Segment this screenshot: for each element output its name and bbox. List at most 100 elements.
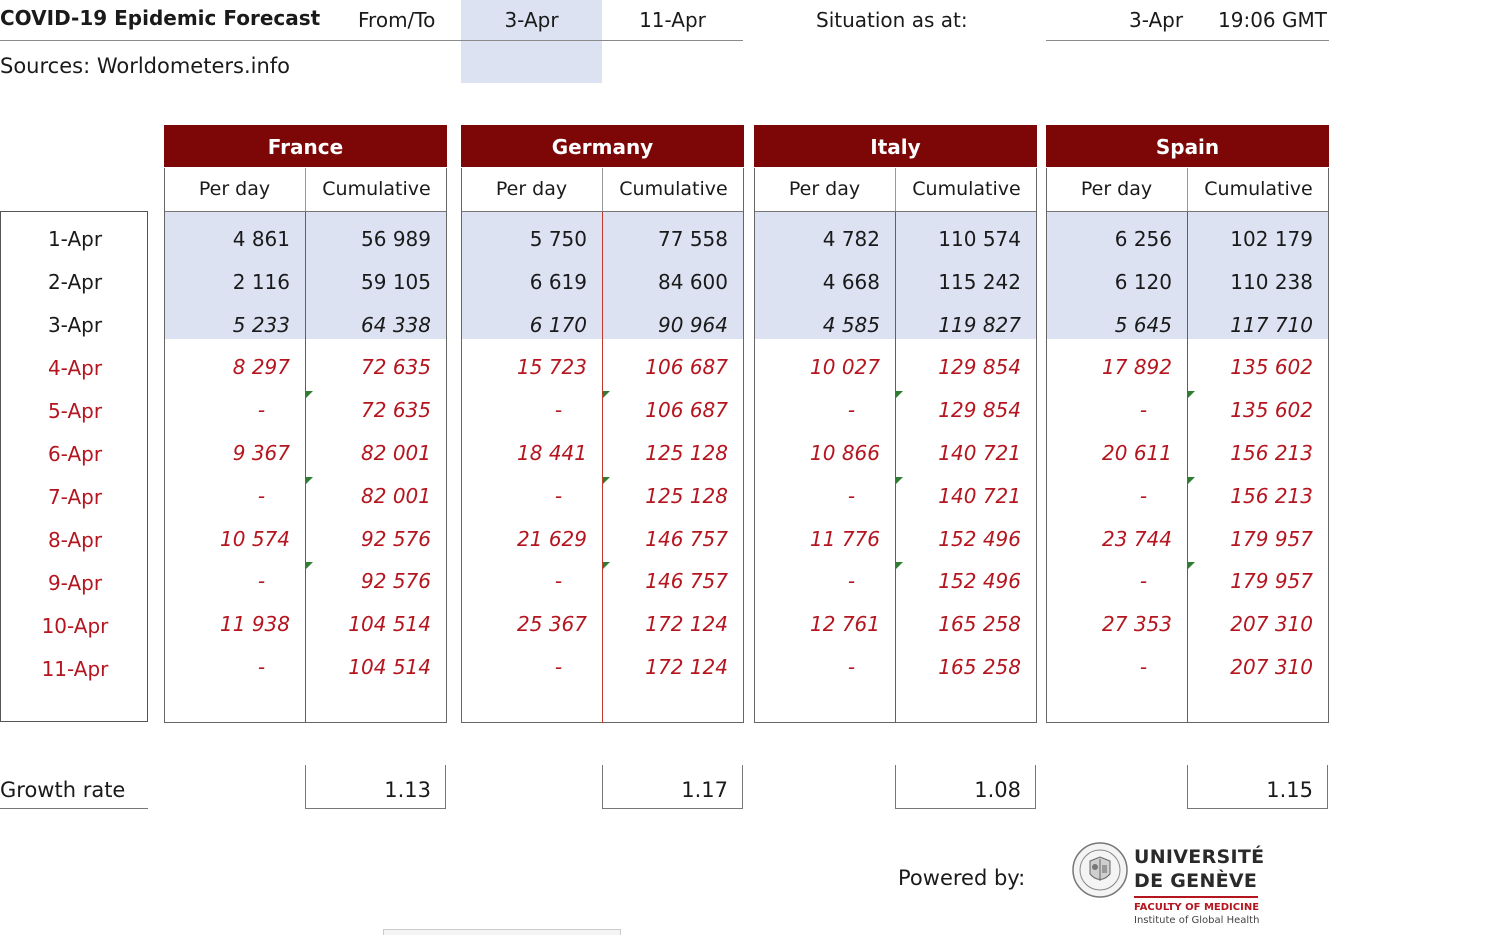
per-day-cell[interactable]: 5 750 bbox=[529, 227, 587, 251]
cumulative-cell[interactable]: 82 001 bbox=[361, 441, 431, 465]
per-day-cell[interactable]: 10 866 bbox=[810, 441, 880, 465]
per-day-cell[interactable]: 11 776 bbox=[810, 526, 880, 551]
cell-comment-flag-icon[interactable] bbox=[896, 476, 903, 484]
cumulative-cell[interactable]: 172 124 bbox=[645, 655, 728, 679]
horizontal-scrollbar[interactable] bbox=[383, 929, 621, 935]
per-day-cell[interactable]: 5 645 bbox=[1114, 312, 1172, 337]
per-day-cell[interactable]: 4 585 bbox=[822, 312, 880, 337]
growth-rate-cell[interactable] bbox=[1187, 765, 1328, 809]
cumulative-cell[interactable]: 115 242 bbox=[938, 269, 1021, 294]
per-day-cell[interactable]: - bbox=[257, 483, 266, 508]
per-day-cell[interactable]: 8 297 bbox=[232, 355, 290, 380]
per-day-cell[interactable]: 15 723 bbox=[517, 355, 587, 380]
cumulative-cell[interactable]: 135 602 bbox=[1230, 355, 1313, 380]
cell-comment-flag-icon[interactable] bbox=[1188, 562, 1195, 570]
cumulative-cell[interactable]: 129 854 bbox=[938, 398, 1021, 423]
per-day-cell[interactable]: - bbox=[554, 398, 563, 423]
per-day-cell[interactable]: - bbox=[1139, 655, 1148, 679]
country-header[interactable]: Italy bbox=[754, 125, 1037, 167]
per-day-cell[interactable]: 6 256 bbox=[1114, 227, 1172, 251]
per-day-cell[interactable]: 9 367 bbox=[232, 441, 290, 465]
cumulative-cell[interactable]: 110 238 bbox=[1230, 269, 1313, 294]
cell-comment-flag-icon[interactable] bbox=[603, 562, 610, 570]
cell-comment-flag-icon[interactable] bbox=[603, 476, 610, 484]
cumulative-cell[interactable]: 140 721 bbox=[938, 441, 1021, 465]
cumulative-cell[interactable]: 56 989 bbox=[361, 227, 431, 251]
cumulative-cell[interactable]: 140 721 bbox=[938, 483, 1021, 508]
country-header[interactable]: France bbox=[164, 125, 447, 167]
per-day-cell[interactable]: - bbox=[847, 398, 856, 423]
per-day-cell[interactable]: - bbox=[847, 483, 856, 508]
cumulative-cell[interactable]: 152 496 bbox=[938, 526, 1021, 551]
cell-comment-flag-icon[interactable] bbox=[306, 391, 313, 399]
per-day-cell[interactable]: 18 441 bbox=[517, 441, 587, 465]
cumulative-cell[interactable]: 135 602 bbox=[1230, 398, 1313, 423]
cell-comment-flag-icon[interactable] bbox=[896, 391, 903, 399]
cumulative-cell[interactable]: 156 213 bbox=[1230, 441, 1313, 465]
cell-comment-flag-icon[interactable] bbox=[306, 476, 313, 484]
per-day-cell[interactable]: - bbox=[1139, 569, 1148, 594]
cumulative-cell[interactable]: 106 687 bbox=[645, 355, 728, 380]
growth-rate-cell[interactable] bbox=[602, 765, 743, 809]
per-day-cell[interactable]: - bbox=[257, 398, 266, 423]
cumulative-cell[interactable]: 102 179 bbox=[1230, 227, 1313, 251]
per-day-cell[interactable]: 27 353 bbox=[1102, 612, 1172, 637]
per-day-cell[interactable]: 10 574 bbox=[220, 526, 290, 551]
cumulative-cell[interactable]: 92 576 bbox=[361, 569, 431, 594]
cumulative-cell[interactable]: 146 757 bbox=[645, 526, 728, 551]
per-day-cell[interactable]: 4 668 bbox=[822, 269, 880, 294]
per-day-cell[interactable]: - bbox=[257, 655, 266, 679]
cell-comment-flag-icon[interactable] bbox=[896, 562, 903, 570]
cumulative-cell[interactable]: 129 854 bbox=[938, 355, 1021, 380]
from-date-cell[interactable] bbox=[461, 0, 602, 83]
cumulative-cell[interactable]: 117 710 bbox=[1230, 312, 1313, 337]
per-day-cell[interactable]: 4 782 bbox=[822, 227, 880, 251]
cumulative-cell[interactable]: 119 827 bbox=[938, 312, 1021, 337]
cumulative-cell[interactable]: 207 310 bbox=[1230, 655, 1313, 679]
cumulative-cell[interactable]: 165 258 bbox=[938, 612, 1021, 637]
per-day-cell[interactable]: 2 116 bbox=[232, 269, 290, 294]
country-header[interactable]: Germany bbox=[461, 125, 744, 167]
country-header[interactable]: Spain bbox=[1046, 125, 1329, 167]
cumulative-cell[interactable]: 165 258 bbox=[938, 655, 1021, 679]
per-day-cell[interactable]: 21 629 bbox=[517, 526, 587, 551]
per-day-cell[interactable]: - bbox=[1139, 398, 1148, 423]
per-day-cell[interactable]: 12 761 bbox=[810, 612, 880, 637]
per-day-cell[interactable]: 23 744 bbox=[1102, 526, 1172, 551]
cumulative-cell[interactable]: 156 213 bbox=[1230, 483, 1313, 508]
cell-comment-flag-icon[interactable] bbox=[1188, 391, 1195, 399]
per-day-cell[interactable]: - bbox=[847, 655, 856, 679]
cumulative-cell[interactable]: 125 128 bbox=[645, 441, 728, 465]
per-day-cell[interactable]: 5 233 bbox=[232, 312, 290, 337]
per-day-cell[interactable]: - bbox=[257, 569, 266, 594]
cumulative-cell[interactable]: 90 964 bbox=[658, 312, 728, 337]
per-day-cell[interactable]: 6 170 bbox=[529, 312, 587, 337]
cumulative-cell[interactable]: 110 574 bbox=[938, 227, 1021, 251]
cumulative-cell[interactable]: 59 105 bbox=[361, 269, 431, 294]
per-day-cell[interactable]: 10 027 bbox=[810, 355, 880, 380]
cumulative-cell[interactable]: 82 001 bbox=[361, 483, 431, 508]
per-day-cell[interactable]: - bbox=[1139, 483, 1148, 508]
cumulative-cell[interactable]: 106 687 bbox=[645, 398, 728, 423]
per-day-cell[interactable]: - bbox=[847, 569, 856, 594]
cumulative-cell[interactable]: 125 128 bbox=[645, 483, 728, 508]
cumulative-cell[interactable]: 92 576 bbox=[361, 526, 431, 551]
per-day-cell[interactable]: 11 938 bbox=[220, 612, 290, 637]
cumulative-cell[interactable]: 77 558 bbox=[658, 227, 728, 251]
cumulative-cell[interactable]: 172 124 bbox=[645, 612, 728, 637]
cumulative-cell[interactable]: 72 635 bbox=[361, 398, 431, 423]
cumulative-cell[interactable]: 104 514 bbox=[348, 612, 431, 637]
cumulative-cell[interactable]: 72 635 bbox=[361, 355, 431, 380]
cell-comment-flag-icon[interactable] bbox=[1188, 476, 1195, 484]
cumulative-cell[interactable]: 179 957 bbox=[1230, 526, 1313, 551]
cell-comment-flag-icon[interactable] bbox=[603, 391, 610, 399]
per-day-cell[interactable]: 20 611 bbox=[1102, 441, 1172, 465]
cumulative-cell[interactable]: 104 514 bbox=[348, 655, 431, 679]
per-day-cell[interactable]: 6 120 bbox=[1114, 269, 1172, 294]
per-day-cell[interactable]: - bbox=[554, 655, 563, 679]
cumulative-cell[interactable]: 146 757 bbox=[645, 569, 728, 594]
cumulative-cell[interactable]: 179 957 bbox=[1230, 569, 1313, 594]
per-day-cell[interactable]: 17 892 bbox=[1102, 355, 1172, 380]
growth-rate-cell[interactable] bbox=[305, 765, 446, 809]
per-day-cell[interactable]: - bbox=[554, 483, 563, 508]
